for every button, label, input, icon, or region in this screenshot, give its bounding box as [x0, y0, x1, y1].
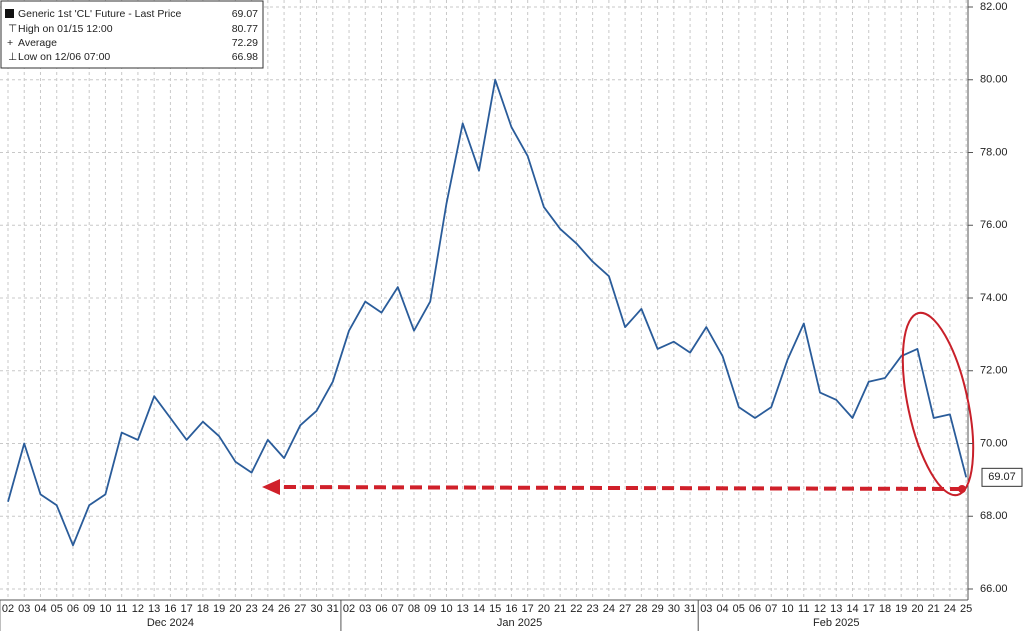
x-tick-label: 19 [213, 603, 225, 615]
arrow-tail [958, 485, 966, 493]
x-tick-label: 06 [749, 603, 761, 615]
y-tick-label: 70.00 [980, 437, 1008, 449]
x-tick-label: 25 [960, 603, 972, 615]
x-tick-label: 30 [310, 603, 322, 615]
month-label: Feb 2025 [813, 617, 859, 629]
x-tick-label: 18 [197, 603, 209, 615]
x-tick-label: 21 [928, 603, 940, 615]
x-tick-label: 19 [895, 603, 907, 615]
x-tick-label: 13 [830, 603, 842, 615]
x-tick-label: 23 [587, 603, 599, 615]
month-label: Dec 2024 [147, 617, 194, 629]
x-tick-label: 30 [668, 603, 680, 615]
x-tick-label: 17 [181, 603, 193, 615]
x-tick-label: 04 [716, 603, 728, 615]
x-tick-label: 07 [392, 603, 404, 615]
y-tick-label: 68.00 [980, 510, 1008, 522]
last-price-tag [981, 467, 1023, 487]
x-tick-label: 17 [522, 603, 534, 615]
x-tick-label: 20 [538, 603, 550, 615]
legend-label: Average [18, 37, 57, 49]
x-tick-label: 20 [911, 603, 923, 615]
x-tick-label: 27 [619, 603, 631, 615]
x-tick-label: 31 [684, 603, 696, 615]
plot [7, 78, 968, 547]
x-tick-label: 14 [846, 603, 858, 615]
legend-box [0, 0, 264, 69]
x-tick-label: 11 [798, 603, 809, 615]
x-tick-label: 02 [2, 603, 14, 615]
x-tick-label: 16 [164, 603, 176, 615]
legend-value: 66.98 [232, 51, 258, 63]
x-tick-label: 26 [278, 603, 290, 615]
y-tick-label: 78.00 [980, 146, 1008, 158]
x-tick-label: 03 [700, 603, 712, 615]
x-tick-label: 16 [505, 603, 517, 615]
x-tick-label: 04 [34, 603, 46, 615]
x-tick-label: 08 [408, 603, 420, 615]
x-tick-label: 13 [148, 603, 160, 615]
x-tick-label: 27 [294, 603, 306, 615]
legend-icon: + [7, 37, 13, 49]
x-tick-label: 17 [863, 603, 875, 615]
y-tick-label: 80.00 [980, 74, 1008, 86]
month-label: Jan 2025 [497, 617, 542, 629]
x-tick-label: 03 [359, 603, 371, 615]
x-tick-label: 14 [473, 603, 485, 615]
x-tick-label: 05 [51, 603, 63, 615]
x-tick-label: 28 [635, 603, 647, 615]
y-tick-label: 72.00 [980, 365, 1008, 377]
x-tick-label: 21 [554, 603, 566, 615]
x-tick-label: 22 [570, 603, 582, 615]
x-tick-label: 09 [424, 603, 436, 615]
x-tick-label: 18 [879, 603, 891, 615]
x-tick-label: 12 [814, 603, 826, 615]
x-tick-label: 06 [375, 603, 387, 615]
legend-label: Low on 12/06 07:00 [18, 51, 110, 63]
legend: Generic 1st 'CL' Future - Last Price 69.… [0, 0, 264, 69]
x-tick-label: 06 [67, 603, 79, 615]
legend-swatch [5, 9, 14, 18]
x-tick-label: 24 [262, 603, 274, 615]
x-tick-label: 07 [765, 603, 777, 615]
x-tick-label: 10 [99, 603, 111, 615]
legend-value: 69.07 [232, 8, 258, 20]
legend-icon: ⊥ [8, 51, 17, 63]
last-price-label: 69.07 [988, 471, 1016, 483]
x-tick-label: 15 [489, 603, 501, 615]
grid [0, 0, 968, 600]
x-tick-label: 09 [83, 603, 95, 615]
x-tick-label: 10 [781, 603, 793, 615]
legend-label: High on 01/15 12:00 [18, 23, 113, 35]
legend-label: Generic 1st 'CL' Future - Last Price [18, 8, 181, 20]
annotation-arrow [275, 485, 963, 491]
legend-value: 72.29 [232, 37, 258, 49]
x-tick-label: 23 [245, 603, 257, 615]
x-tick-label: 02 [343, 603, 355, 615]
x-tick-label: 10 [440, 603, 452, 615]
x-tick-label: 20 [229, 603, 241, 615]
x-tick-label: 13 [457, 603, 469, 615]
arrow-head [262, 479, 280, 495]
legend-value: 80.77 [232, 23, 258, 35]
y-tick-label: 76.00 [980, 219, 1008, 231]
x-tick-label: 24 [603, 603, 615, 615]
price-line [7, 78, 968, 547]
x-tick-label: 11 [116, 603, 127, 615]
x-tick-label: 31 [327, 603, 339, 615]
x-tick-label: 03 [18, 603, 30, 615]
legend-icon: ⊤ [8, 23, 17, 35]
x-tick-label: 12 [132, 603, 144, 615]
highlight-ellipse [901, 311, 975, 497]
x-tick-label: 29 [651, 603, 663, 615]
y-tick-label: 74.00 [980, 292, 1008, 304]
y-tick-label: 66.00 [980, 583, 1008, 595]
y-tick-label: 82.00 [980, 1, 1008, 13]
x-tick-label: 05 [733, 603, 745, 615]
x-tick-label: 24 [944, 603, 956, 615]
